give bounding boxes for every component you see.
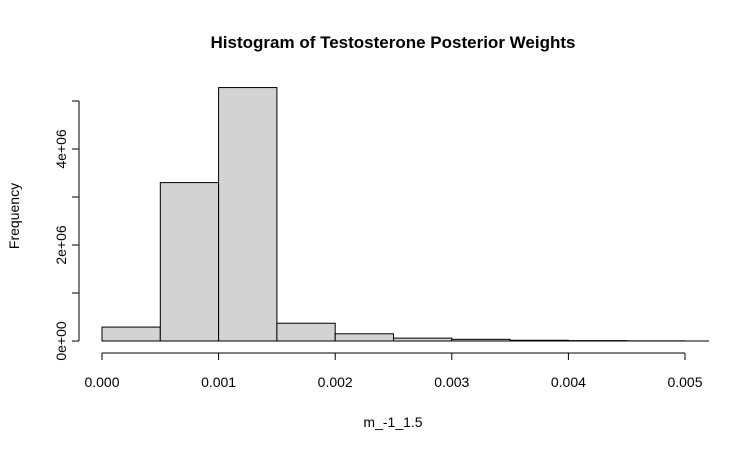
y-axis: 0e+00 2e+06 4e+06 [53,100,80,361]
y-tick-label-4: 4e+06 [53,129,69,169]
bars-group [101,87,686,342]
bar-1 [159,182,220,342]
x-tick-label-3: 0.003 [434,374,469,390]
bar-4 [334,333,395,342]
bar-2 [218,87,278,342]
x-tick-label-1: 0.001 [201,374,236,390]
x-tick-label-4: 0.004 [551,374,586,390]
x-tick-label-2: 0.002 [318,374,353,390]
x-axis-label: m_-1_1.5 [363,414,422,430]
chart-title: Histogram of Testosterone Posterior Weig… [211,33,576,52]
bar-3 [276,322,336,342]
y-tick-label-2: 2e+06 [53,225,69,265]
x-tick-label-5: 0.005 [667,374,702,390]
y-axis-label: Frequency [6,183,22,249]
x-axis: 0.000 0.001 0.002 0.003 0.004 0.005 [84,352,703,390]
y-tick-label-0: 0e+00 [53,321,69,361]
bar-0 [101,326,161,342]
x-tick-label-0: 0.000 [84,374,119,390]
